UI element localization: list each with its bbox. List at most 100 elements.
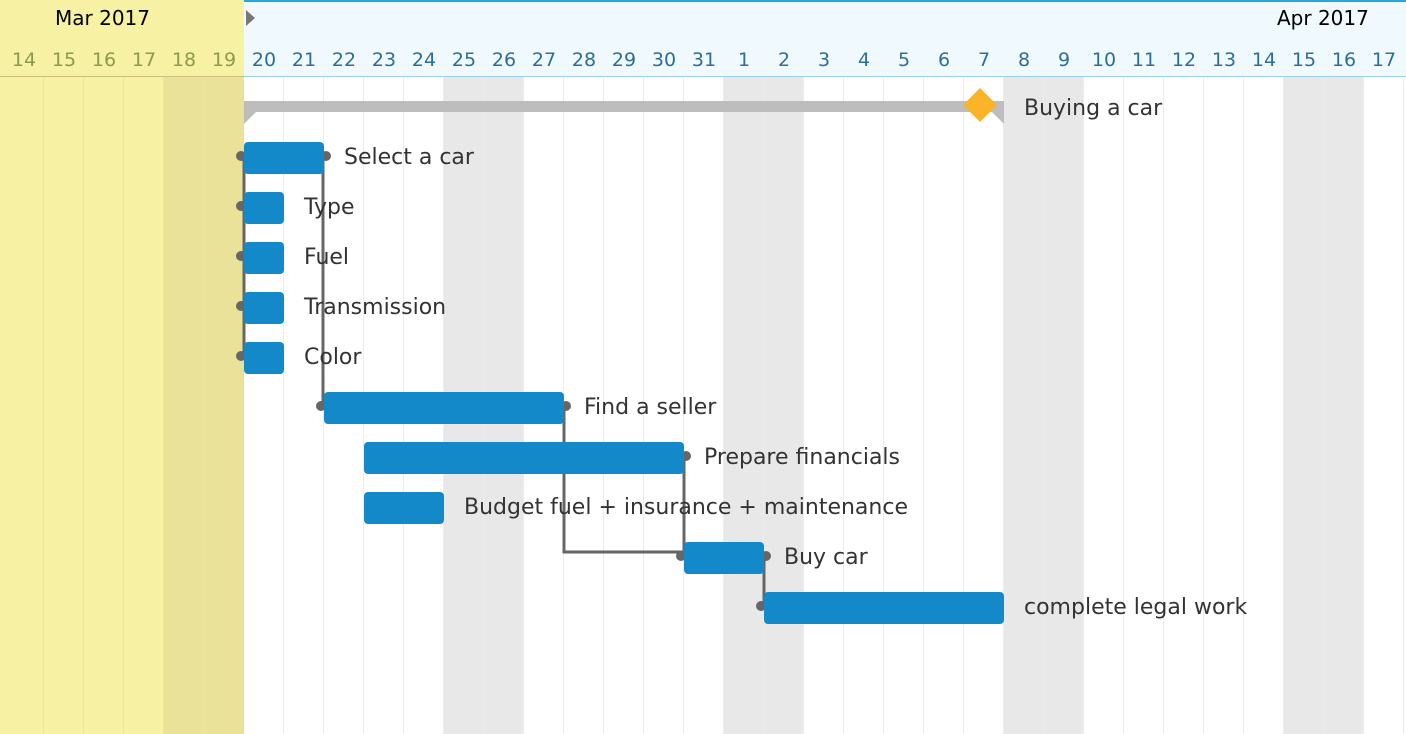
day-label: 22 <box>331 49 357 71</box>
day-label: 14 <box>1251 49 1277 71</box>
today-line <box>243 77 244 734</box>
task-bar-type[interactable] <box>244 192 284 224</box>
grid-line <box>1283 77 1284 734</box>
day-label: 26 <box>491 49 517 71</box>
day-label: 4 <box>857 49 871 71</box>
day-label: 28 <box>571 49 597 71</box>
day-label: 5 <box>897 49 911 71</box>
task-bar-fuel[interactable] <box>244 242 284 274</box>
grid-line <box>923 77 924 734</box>
task-bar-buy-car[interactable] <box>684 542 764 574</box>
grid-line <box>123 77 124 734</box>
day-label: 10 <box>1091 49 1117 71</box>
day-label: 11 <box>1131 49 1157 71</box>
day-label: 9 <box>1057 49 1071 71</box>
day-label: 7 <box>977 49 991 71</box>
link-handle[interactable] <box>676 551 686 561</box>
day-label: 14 <box>11 49 37 71</box>
grid-line <box>1003 77 1004 734</box>
day-label: 30 <box>651 49 677 71</box>
grid-line <box>1163 77 1164 734</box>
task-label-budget: Budget fuel + insurance + maintenance <box>464 495 908 520</box>
grid-line <box>603 77 604 734</box>
timeline-scroll-arrow-icon[interactable] <box>246 10 255 26</box>
grid-line <box>1243 77 1244 734</box>
task-label-find-a-seller: Find a seller <box>584 395 717 420</box>
link-handle[interactable] <box>756 601 766 611</box>
day-label: 25 <box>451 49 477 71</box>
day-label: 1 <box>737 49 751 71</box>
summary-bar-buying-a-car[interactable] <box>244 101 1004 112</box>
grid-line <box>1363 77 1364 734</box>
link-handle[interactable] <box>316 401 326 411</box>
task-label-complete-legal-work: complete legal work <box>1024 595 1248 620</box>
task-bar-budget[interactable] <box>364 492 444 524</box>
month-label-mar: Mar 2017 <box>55 6 150 30</box>
grid-line <box>163 77 164 734</box>
task-bar-color[interactable] <box>244 342 284 374</box>
past-region-header <box>0 0 244 77</box>
task-bar-prepare-financials[interactable] <box>364 442 684 474</box>
summary-end-cap <box>992 112 1004 124</box>
day-label: 20 <box>251 49 277 71</box>
day-label: 16 <box>91 49 117 71</box>
grid-line <box>283 77 284 734</box>
day-label: 16 <box>1331 49 1357 71</box>
task-bar-complete-legal-work[interactable] <box>764 592 1004 624</box>
task-label-transmission: Transmission <box>304 295 447 320</box>
link-handle[interactable] <box>236 351 246 361</box>
grid-line <box>883 77 884 734</box>
grid-line <box>1323 77 1324 734</box>
month-label-apr: Apr 2017 <box>1277 6 1369 30</box>
grid-line <box>1123 77 1124 734</box>
task-label-prepare-financials: Prepare financials <box>704 445 901 470</box>
link-handle[interactable] <box>236 301 246 311</box>
day-label: 21 <box>291 49 317 71</box>
grid-line <box>203 77 204 734</box>
day-label: 31 <box>691 49 717 71</box>
dependency-link[interactable] <box>562 408 684 554</box>
task-label-fuel: Fuel <box>304 245 350 270</box>
grid-line <box>723 77 724 734</box>
task-bar-transmission[interactable] <box>244 292 284 324</box>
grid-line <box>43 77 44 734</box>
day-label: 15 <box>51 49 77 71</box>
grid-line <box>843 77 844 734</box>
day-label: 13 <box>1211 49 1237 71</box>
day-label: 18 <box>171 49 197 71</box>
grid-line <box>1403 77 1404 734</box>
task-label-select-a-car: Select a car <box>344 145 474 170</box>
task-bar-find-a-seller[interactable] <box>324 392 564 424</box>
day-label: 19 <box>211 49 237 71</box>
task-label-type: Type <box>304 195 355 220</box>
grid-line <box>83 77 84 734</box>
grid-line <box>1083 77 1084 734</box>
summary-start-cap <box>244 112 256 124</box>
task-label-buying-a-car: Buying a car <box>1024 96 1163 121</box>
day-label: 17 <box>131 49 157 71</box>
day-label: 23 <box>371 49 397 71</box>
grid-line <box>1203 77 1204 734</box>
day-label: 17 <box>1371 49 1397 71</box>
grid-line <box>963 77 964 734</box>
day-label: 15 <box>1291 49 1317 71</box>
task-bar-select-a-car[interactable] <box>244 142 324 174</box>
day-label: 8 <box>1017 49 1031 71</box>
grid-line <box>683 77 684 734</box>
day-label: 29 <box>611 49 637 71</box>
grid-line <box>763 77 764 734</box>
day-label: 2 <box>777 49 791 71</box>
day-label: 27 <box>531 49 557 71</box>
day-label: 6 <box>937 49 951 71</box>
link-handle[interactable] <box>236 251 246 261</box>
task-label-buy-car: Buy car <box>784 545 868 570</box>
link-handle[interactable] <box>236 151 246 161</box>
day-label: 12 <box>1171 49 1197 71</box>
task-label-color: Color <box>304 345 362 370</box>
link-handle[interactable] <box>236 201 246 211</box>
grid-line <box>1043 77 1044 734</box>
grid-line <box>803 77 804 734</box>
grid-line <box>643 77 644 734</box>
header-top-border <box>0 0 1406 2</box>
